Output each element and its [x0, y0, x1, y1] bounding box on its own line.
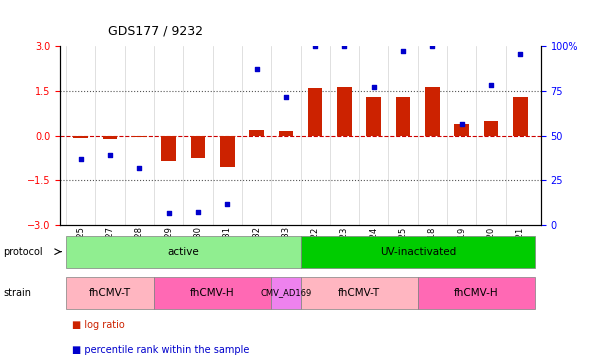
Point [222, 201, 232, 207]
Bar [161, 136, 176, 161]
Bar [103, 136, 117, 139]
FancyBboxPatch shape [271, 277, 300, 309]
FancyBboxPatch shape [300, 277, 418, 309]
Text: ■ percentile rank within the sample: ■ percentile rank within the sample [72, 345, 249, 355]
Text: ■ log ratio: ■ log ratio [72, 320, 125, 330]
Point [135, 166, 144, 171]
Text: active: active [167, 247, 199, 257]
Point [310, 44, 320, 49]
FancyBboxPatch shape [66, 236, 300, 268]
Point [457, 121, 466, 127]
Point [516, 51, 525, 57]
Bar [249, 130, 264, 136]
FancyBboxPatch shape [66, 277, 154, 309]
Text: fhCMV-H: fhCMV-H [191, 288, 235, 298]
FancyBboxPatch shape [418, 277, 535, 309]
Bar [278, 131, 293, 136]
Point [398, 48, 408, 54]
Bar [425, 87, 440, 136]
FancyBboxPatch shape [154, 277, 271, 309]
Text: GDS177 / 9232: GDS177 / 9232 [108, 25, 203, 38]
Text: fhCMV-T: fhCMV-T [338, 288, 380, 298]
Text: UV-inactivated: UV-inactivated [380, 247, 456, 257]
Point [281, 94, 291, 100]
Point [105, 152, 115, 158]
Text: fhCMV-H: fhCMV-H [454, 288, 499, 298]
Bar [308, 88, 323, 136]
Bar [132, 136, 147, 137]
Text: strain: strain [3, 288, 31, 298]
Point [252, 66, 261, 72]
Point [340, 44, 349, 49]
Text: fhCMV-T: fhCMV-T [89, 288, 131, 298]
Point [76, 156, 85, 162]
Bar [191, 136, 205, 158]
Bar [484, 121, 498, 136]
Point [193, 208, 203, 214]
Point [428, 44, 438, 49]
FancyBboxPatch shape [300, 236, 535, 268]
Point [486, 82, 496, 88]
Bar [337, 87, 352, 136]
Bar [454, 124, 469, 136]
Bar [73, 136, 88, 138]
Bar [513, 97, 528, 136]
Bar [367, 97, 381, 136]
Point [163, 210, 173, 216]
Point [369, 84, 379, 90]
Text: CMV_AD169: CMV_AD169 [260, 288, 311, 297]
Bar [220, 136, 234, 167]
Bar [396, 97, 410, 136]
Text: protocol: protocol [3, 247, 43, 257]
